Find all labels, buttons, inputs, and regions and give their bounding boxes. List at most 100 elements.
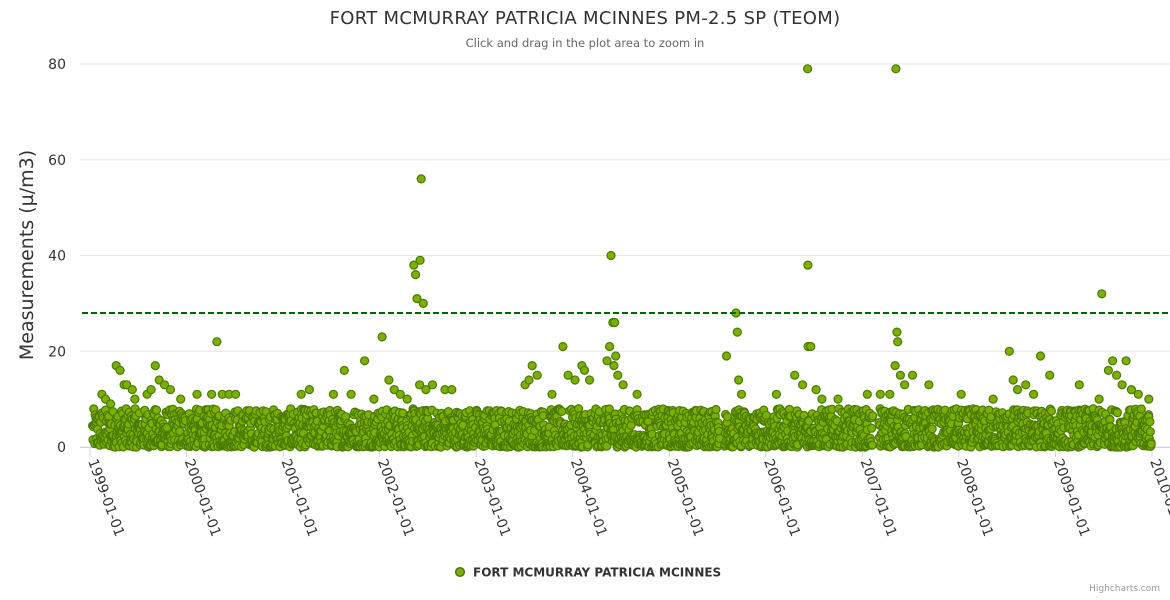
data-point: [1117, 380, 1127, 390]
data-point: [988, 394, 998, 404]
credits-link[interactable]: Highcharts.com: [1089, 584, 1160, 594]
x-tick-label: 2009-01-01: [1050, 457, 1093, 539]
y-tick-label: 60: [48, 153, 66, 169]
data-point: [868, 411, 878, 421]
x-tick-label: 2008-01-01: [953, 457, 996, 539]
series-points: [87, 64, 1156, 452]
legend-label: FORT MCMURRAY PATRICIA MCINNES: [473, 566, 721, 580]
data-point: [150, 361, 160, 371]
data-point: [418, 298, 428, 308]
data-point: [130, 394, 140, 404]
data-point: [212, 337, 222, 347]
data-point: [1126, 385, 1137, 395]
data-point: [231, 389, 241, 399]
data-point: [1111, 370, 1122, 380]
data-point: [415, 255, 425, 265]
data-point: [412, 294, 422, 304]
data-point: [409, 260, 419, 270]
data-point: [722, 412, 733, 422]
data-point: [895, 370, 906, 380]
data-point: [771, 389, 782, 399]
data-point: [1094, 394, 1104, 404]
data-point: [411, 270, 421, 280]
data-point: [1145, 417, 1155, 427]
data-point: [1144, 394, 1154, 404]
data-point: [532, 370, 542, 380]
data-point: [377, 332, 387, 342]
data-point: [547, 389, 557, 399]
data-point: [606, 250, 616, 261]
data-point: [1021, 380, 1031, 390]
data-point: [584, 375, 595, 385]
data-point: [151, 405, 162, 415]
data-point: [105, 399, 116, 409]
data-point: [927, 424, 937, 434]
data-point: [1028, 389, 1039, 399]
data-point: [1133, 389, 1143, 399]
data-point: [732, 327, 742, 337]
y-tick-label: 20: [48, 344, 66, 360]
data-point: [803, 260, 813, 270]
data-point: [369, 394, 379, 404]
data-point: [811, 385, 821, 395]
chart-title: FORT MCMURRAY PATRICIA MCINNES PM-2.5 SP…: [329, 8, 841, 29]
data-point: [802, 64, 813, 74]
x-tick-label: 2010-01-01: [1146, 457, 1170, 539]
data-point: [415, 380, 425, 390]
x-tick-label: 2001-01-01: [277, 457, 320, 539]
data-point: [328, 389, 338, 399]
data-point: [421, 385, 431, 395]
data-point: [175, 426, 185, 436]
data-point: [558, 341, 568, 352]
data-point: [736, 389, 747, 399]
data-point: [427, 380, 438, 390]
x-tick-label: 2006-01-01: [760, 457, 803, 539]
data-point: [806, 341, 816, 352]
data-point: [1012, 385, 1023, 395]
data-point: [115, 365, 125, 375]
data-point: [862, 389, 872, 399]
data-point: [1103, 365, 1114, 375]
data-point: [296, 389, 306, 399]
x-tick-label: 2007-01-01: [857, 457, 900, 539]
data-point: [563, 370, 573, 380]
data-point: [867, 440, 877, 450]
data-point: [127, 385, 137, 395]
data-point: [924, 380, 934, 390]
data-point: [570, 375, 580, 385]
data-point: [146, 385, 156, 395]
y-axis-ticks: 0 20 40 60 80: [48, 57, 66, 456]
data-point: [1112, 408, 1123, 418]
x-axis-ticks: 1999-01-01 2000-01-01 2001-01-01 2002-01-01…: [84, 447, 1170, 539]
data-point: [711, 404, 721, 415]
x-tick-label: 1999-01-01: [84, 457, 127, 539]
data-point: [192, 389, 202, 399]
data-point: [1107, 356, 1118, 366]
data-point: [613, 370, 623, 380]
data-point: [611, 351, 621, 361]
data-point: [891, 64, 901, 74]
data-point: [360, 356, 370, 366]
data-point: [176, 394, 186, 404]
data-point: [579, 365, 590, 375]
data-point: [416, 174, 426, 184]
data-point: [304, 385, 314, 395]
data-point: [1121, 356, 1131, 366]
legend-marker-icon: [454, 566, 466, 578]
y-axis-label: Measurements (µ/m3): [16, 150, 38, 360]
data-point: [885, 389, 895, 399]
data-point: [956, 389, 966, 399]
data-point: [1008, 375, 1018, 385]
legend[interactable]: FORT MCMURRAY PATRICIA MCINNES: [454, 566, 722, 580]
data-point: [557, 406, 567, 416]
data-point: [447, 385, 457, 395]
data-point: [402, 394, 412, 404]
data-point: [1035, 351, 1046, 361]
data-point: [524, 375, 534, 385]
y-tick-label: 80: [48, 57, 66, 73]
data-point: [165, 385, 175, 395]
x-tick-label: 2000-01-01: [181, 457, 224, 539]
data-point: [761, 410, 771, 420]
data-point: [604, 404, 614, 414]
